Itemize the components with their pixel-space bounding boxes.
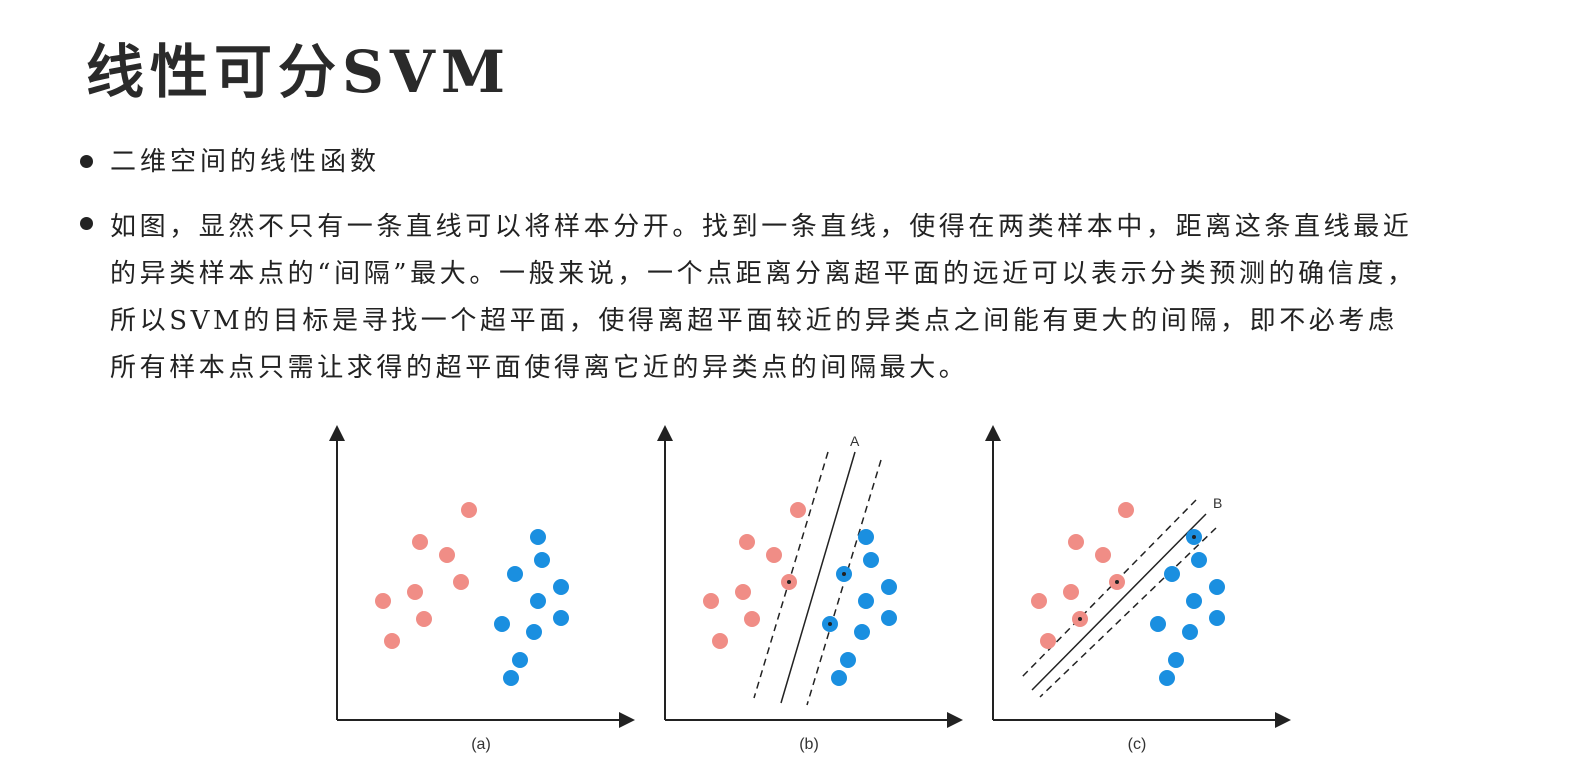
figure-c: B (c) xyxy=(985,425,1291,753)
blue-sample-point xyxy=(863,552,879,568)
support-vector-marker xyxy=(1192,535,1196,539)
slide-title: 线性可分SVM xyxy=(86,38,512,106)
figure-c-margin-line-upper xyxy=(1021,499,1197,678)
support-vector-marker xyxy=(1115,580,1119,584)
blue-sample-point xyxy=(1209,579,1225,595)
figure-b: A (b) xyxy=(657,425,963,753)
blue-sample-point xyxy=(512,652,528,668)
figure-c-margin-line-lower xyxy=(1039,527,1217,698)
blue-sample-point xyxy=(1186,593,1202,609)
figure-c-caption: (c) xyxy=(1128,736,1147,753)
red-sample-point xyxy=(735,584,751,600)
blue-sample-point xyxy=(858,593,874,609)
bullet-2-line-1: 如图，显然不只有一条直线可以将样本分开。找到一条直线，使得在两类样本中，距离这条… xyxy=(110,212,1413,242)
blue-sample-point xyxy=(553,610,569,626)
bullet-2-line-2: 的异类样本点的“间隔”最大。一般来说，一个点距离分离超平面的远近可以表示分类预测… xyxy=(110,259,1417,289)
bullet-dot-icon xyxy=(80,155,93,168)
red-sample-point xyxy=(1063,584,1079,600)
figure-b-separator-line-a xyxy=(780,451,856,704)
blue-sample-point xyxy=(1209,610,1225,626)
red-sample-point xyxy=(1031,593,1047,609)
figure-b-line-label: A xyxy=(850,433,860,449)
figure-c-separator-line-b xyxy=(1031,513,1207,691)
red-sample-point xyxy=(790,502,806,518)
blue-sample-point xyxy=(530,529,546,545)
figure-b-points xyxy=(703,502,897,686)
blue-sample-point xyxy=(854,624,870,640)
blue-sample-point xyxy=(1168,652,1184,668)
support-vector-marker xyxy=(787,580,791,584)
bullet-2-line-4: 所有样本点只需让求得的超平面使得离它近的异类点的间隔最大。 xyxy=(110,353,969,383)
blue-sample-point xyxy=(881,579,897,595)
blue-sample-point xyxy=(1191,552,1207,568)
figure-b-caption: (b) xyxy=(799,736,819,753)
bullet-2-line-3: 所以SVM的目标是寻找一个超平面，使得离超平面较近的异类点之间能有更大的间隔，即… xyxy=(110,306,1398,336)
red-sample-point xyxy=(766,547,782,563)
red-sample-point xyxy=(461,502,477,518)
figure-b-margin-line-left xyxy=(753,451,829,699)
bullet-text-1: 二维空间的线性函数 xyxy=(110,142,380,182)
red-sample-point xyxy=(1068,534,1084,550)
figure-b-margin-line-right xyxy=(806,459,882,706)
blue-sample-point xyxy=(858,529,874,545)
blue-sample-point xyxy=(534,552,550,568)
blue-sample-point xyxy=(507,566,523,582)
blue-sample-point xyxy=(881,610,897,626)
red-sample-point xyxy=(375,593,391,609)
figure-c-points xyxy=(1031,502,1225,686)
blue-sample-point xyxy=(840,652,856,668)
blue-sample-point xyxy=(553,579,569,595)
red-sample-point xyxy=(739,534,755,550)
red-sample-point xyxy=(416,611,432,627)
red-sample-point xyxy=(453,574,469,590)
red-sample-point xyxy=(439,547,455,563)
figure-a-caption: (a) xyxy=(471,736,491,753)
red-sample-point xyxy=(1040,633,1056,649)
red-sample-point xyxy=(703,593,719,609)
blue-sample-point xyxy=(1164,566,1180,582)
support-vector-marker xyxy=(842,572,846,576)
red-sample-point xyxy=(407,584,423,600)
blue-sample-point xyxy=(1150,616,1166,632)
blue-sample-point xyxy=(1159,670,1175,686)
blue-sample-point xyxy=(494,616,510,632)
figure-a-points xyxy=(375,502,569,686)
figure-c-line-label: B xyxy=(1213,495,1222,511)
red-sample-point xyxy=(412,534,428,550)
blue-sample-point xyxy=(503,670,519,686)
bullet-1-line-1: 二维空间的线性函数 xyxy=(110,147,381,177)
figure-a: (a) xyxy=(329,425,635,753)
red-sample-point xyxy=(1095,547,1111,563)
blue-sample-point xyxy=(831,670,847,686)
blue-sample-point xyxy=(526,624,542,640)
red-sample-point xyxy=(744,611,760,627)
bullet-text-2: 如图，显然不只有一条直线可以将样本分开。找到一条直线，使得在两类样本中，距离这条… xyxy=(110,204,1560,392)
red-sample-point xyxy=(384,633,400,649)
red-sample-point xyxy=(712,633,728,649)
bullet-dot-icon xyxy=(80,217,93,230)
blue-sample-point xyxy=(530,593,546,609)
red-sample-point xyxy=(1118,502,1134,518)
support-vector-marker xyxy=(1078,617,1082,621)
support-vector-marker xyxy=(828,622,832,626)
blue-sample-point xyxy=(1182,624,1198,640)
